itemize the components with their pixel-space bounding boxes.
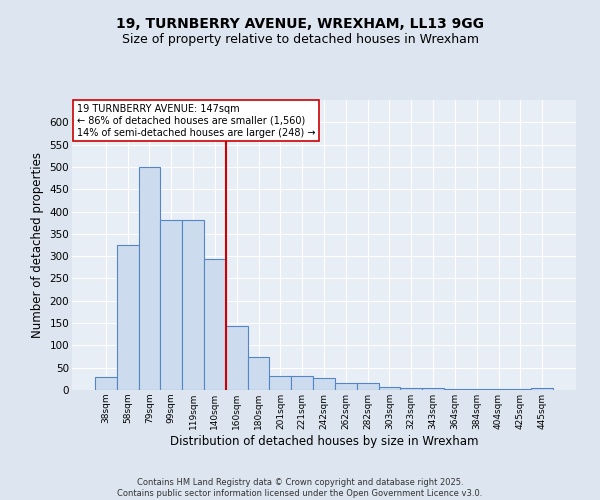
Bar: [204, 260, 226, 390]
Bar: [422, 388, 444, 390]
Bar: [400, 388, 422, 390]
Bar: [139, 167, 160, 390]
Bar: [444, 388, 466, 390]
Text: Size of property relative to detached houses in Wrexham: Size of property relative to detached ho…: [121, 32, 479, 46]
Bar: [117, 245, 139, 390]
Bar: [379, 387, 400, 390]
Bar: [509, 388, 531, 390]
Bar: [182, 220, 204, 390]
X-axis label: Distribution of detached houses by size in Wrexham: Distribution of detached houses by size …: [170, 434, 478, 448]
Bar: [488, 388, 509, 390]
Bar: [226, 326, 248, 390]
Bar: [531, 388, 553, 390]
Y-axis label: Number of detached properties: Number of detached properties: [31, 152, 44, 338]
Text: Contains HM Land Registry data © Crown copyright and database right 2025.
Contai: Contains HM Land Registry data © Crown c…: [118, 478, 482, 498]
Bar: [313, 378, 335, 390]
Bar: [357, 383, 379, 390]
Bar: [466, 388, 488, 390]
Bar: [95, 376, 117, 390]
Text: 19 TURNBERRY AVENUE: 147sqm
← 86% of detached houses are smaller (1,560)
14% of : 19 TURNBERRY AVENUE: 147sqm ← 86% of det…: [77, 104, 316, 138]
Bar: [160, 220, 182, 390]
Bar: [335, 383, 357, 390]
Bar: [248, 356, 269, 390]
Bar: [269, 376, 291, 390]
Bar: [291, 376, 313, 390]
Text: 19, TURNBERRY AVENUE, WREXHAM, LL13 9GG: 19, TURNBERRY AVENUE, WREXHAM, LL13 9GG: [116, 18, 484, 32]
